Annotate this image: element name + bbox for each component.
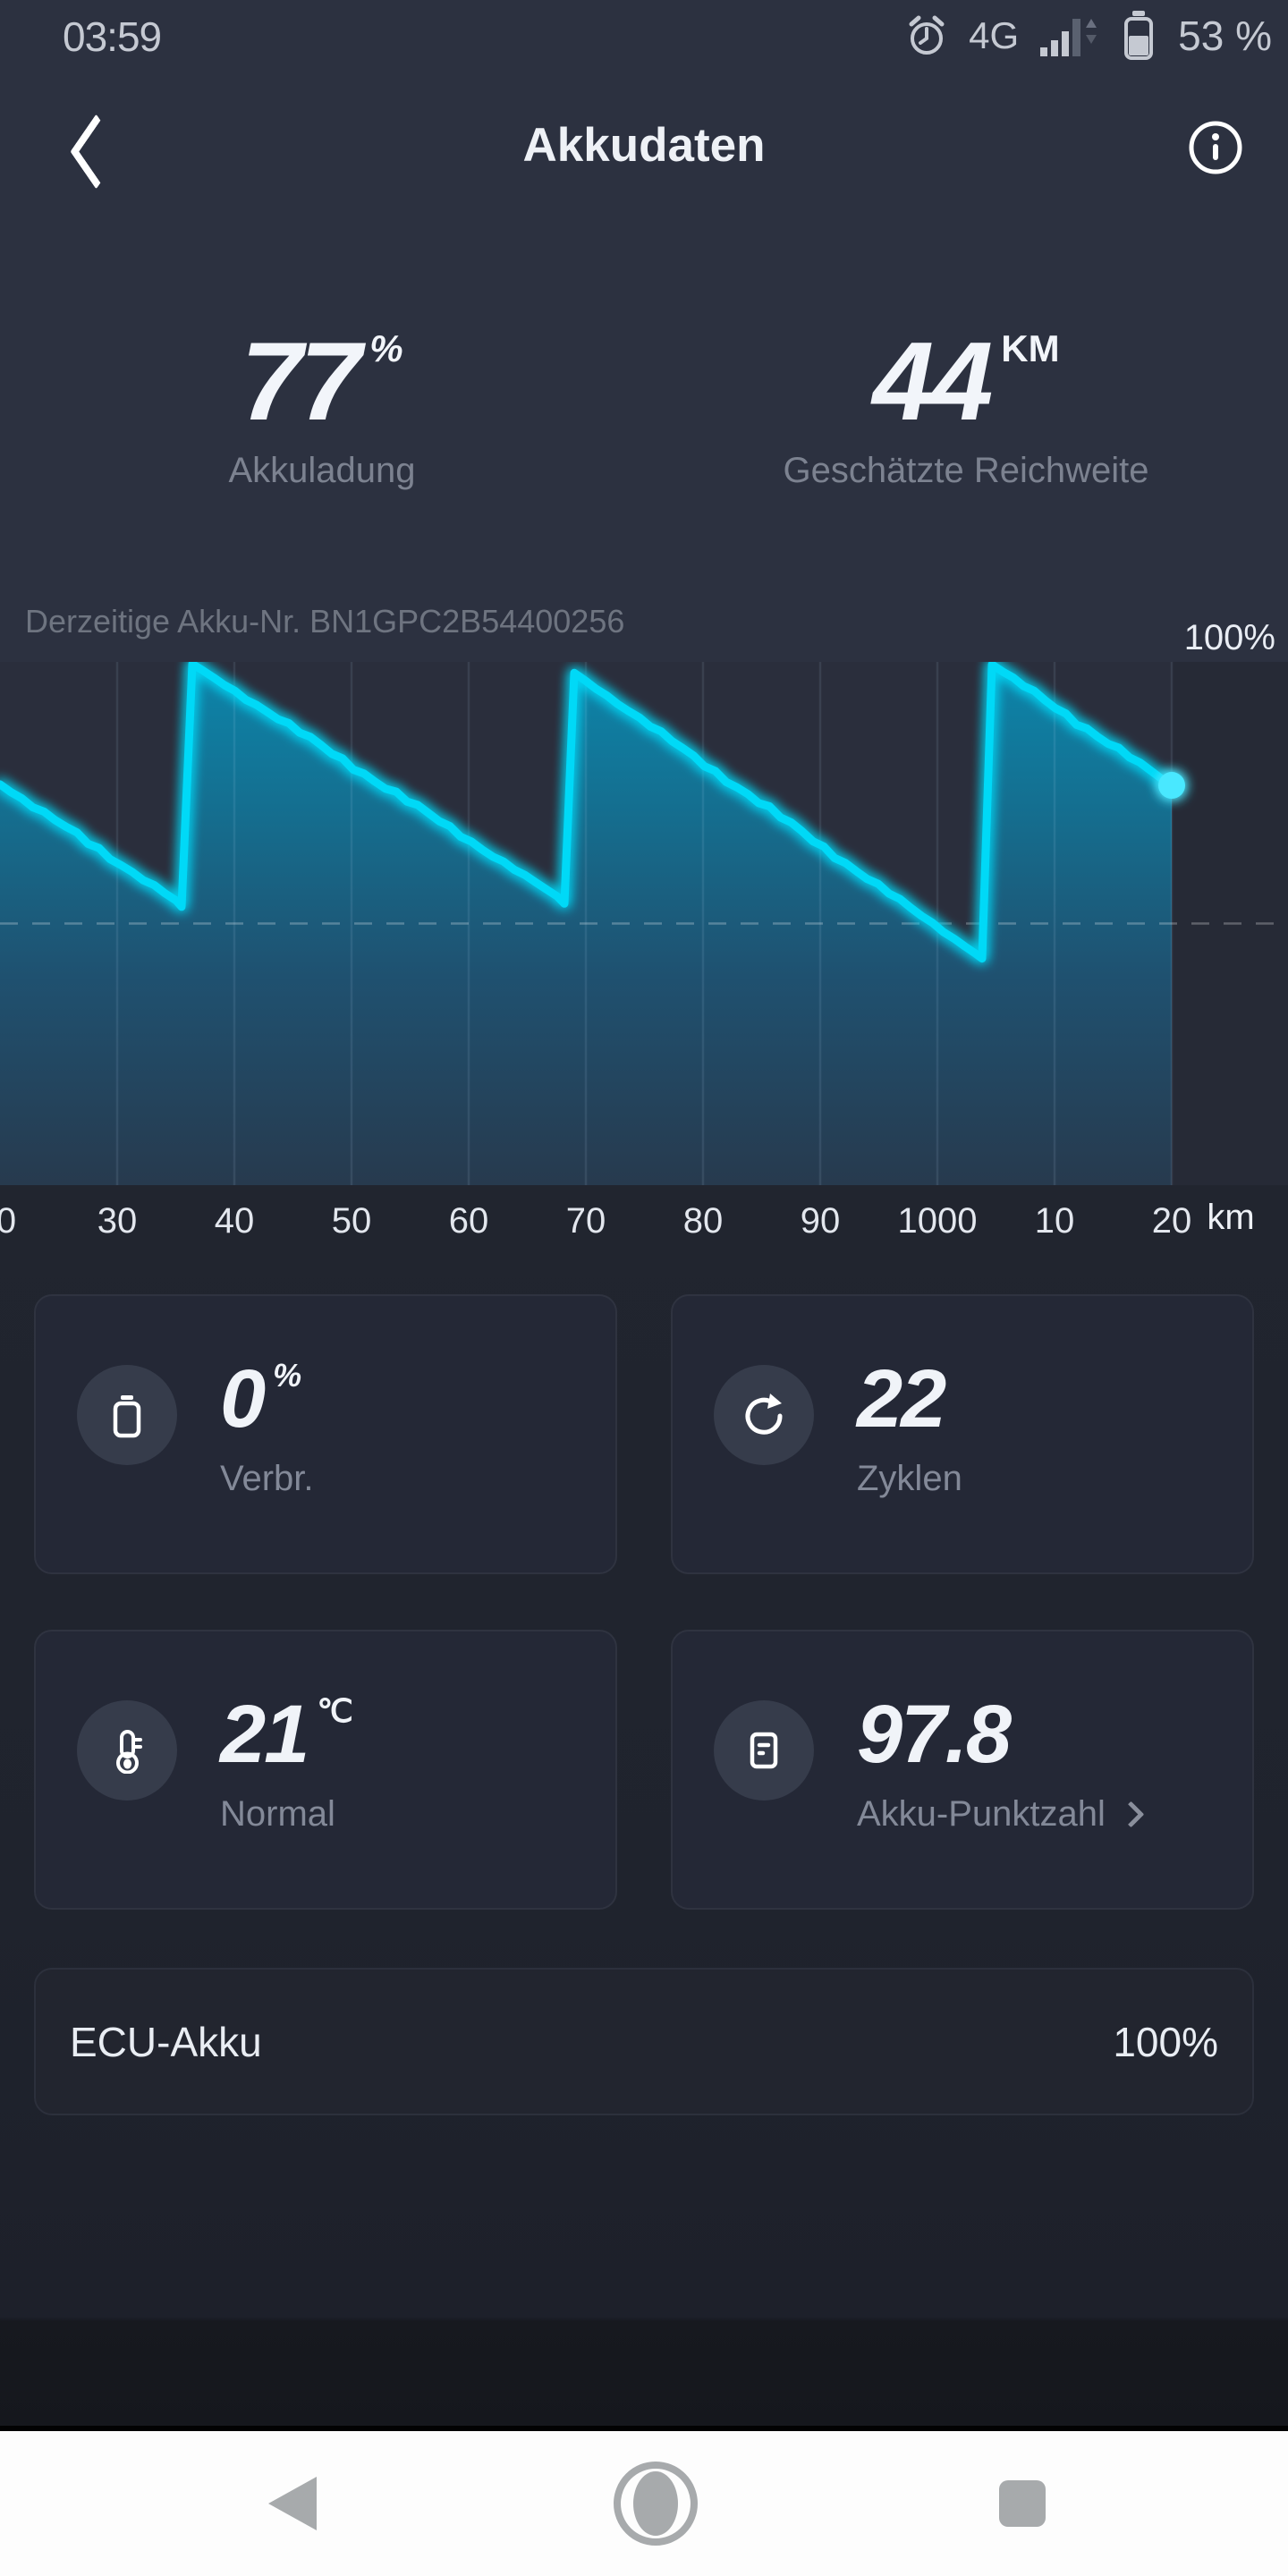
- percent-unit: %: [273, 1357, 302, 1394]
- x-axis-tick: 40: [215, 1201, 255, 1241]
- ecu-battery-label: ECU-Akku: [70, 2018, 262, 2065]
- consumption-value: 0 %: [220, 1353, 302, 1445]
- nav-recents-icon: [999, 2480, 1046, 2527]
- battery-charge-stat: 77 % Akkuladung: [0, 315, 644, 491]
- chevron-right-icon: [1117, 1801, 1145, 1828]
- status-bar: 03:59 4G 53 %: [0, 0, 1288, 72]
- clock-time: 03:59: [63, 13, 162, 60]
- stat-cards: 0 % Verbr. 22 Zyklen: [34, 1294, 1254, 1910]
- nav-recents-button[interactable]: [969, 2431, 1076, 2576]
- chevron-left-icon: [70, 113, 122, 190]
- ecu-battery-row: ECU-Akku 100%: [34, 1968, 1254, 2115]
- consumption-label: Verbr.: [220, 1459, 314, 1498]
- percent-unit: %: [369, 327, 403, 369]
- ecu-battery-value: 100%: [1113, 2018, 1218, 2065]
- nav-divider: [0, 2426, 1288, 2431]
- battery-status-icon: [1124, 11, 1154, 60]
- summary-stats: 77 % Akkuladung 44 KM Geschätzte Reichwe…: [0, 315, 1288, 491]
- nav-home-button[interactable]: [602, 2431, 709, 2576]
- x-axis-tick: 50: [332, 1201, 372, 1241]
- battery-score-card[interactable]: 97.8 Akku-Punktzahl: [671, 1630, 1254, 1910]
- battery-percent-area-chart: 0 30 40 50 60 70 80 90 1000 10 20 km: [0, 662, 1288, 1241]
- x-axis-tick: 0: [0, 1201, 16, 1241]
- x-axis-tick: 20: [1152, 1201, 1192, 1241]
- x-axis-tick: 60: [449, 1201, 489, 1241]
- battery-percent-label: 53 %: [1178, 13, 1272, 59]
- x-axis-tick: 10: [1035, 1201, 1075, 1241]
- page-title: Akkudaten: [522, 118, 766, 172]
- signal-icon: [1040, 19, 1097, 56]
- consumption-card: 0 % Verbr.: [34, 1294, 617, 1574]
- nav-back-icon: [268, 2477, 317, 2530]
- android-nav-bar: [0, 2431, 1288, 2576]
- estimated-range-value: 44 KM: [872, 320, 1060, 444]
- estimated-range-label: Geschätzte Reichweite: [783, 451, 1149, 490]
- status-icons: 4G 53 %: [906, 11, 1272, 61]
- battery-score-value: 97.8: [857, 1689, 1012, 1780]
- battery-icon: [77, 1365, 177, 1465]
- estimated-range-stat: 44 KM Geschätzte Reichweite: [644, 315, 1288, 491]
- header: Akkudaten: [0, 100, 1288, 190]
- battery-charge-label: Akkuladung: [228, 451, 416, 490]
- temperature-value: 21 ℃: [220, 1689, 353, 1780]
- back-button[interactable]: [64, 113, 127, 190]
- battery-history-chart: Derzeitige Akku-Nr. BN1GPC2B54400256 100…: [0, 590, 1288, 1261]
- nav-home-icon: [614, 2462, 698, 2546]
- battery-serial-label: Derzeitige Akku-Nr. BN1GPC2B54400256: [25, 603, 625, 640]
- alarm-icon: [909, 15, 945, 55]
- x-axis-tick: 1000: [898, 1201, 978, 1241]
- network-type-label: 4G: [969, 14, 1020, 56]
- x-axis-unit: km: [1207, 1198, 1254, 1237]
- temperature-label: Normal: [220, 1794, 335, 1834]
- info-button[interactable]: [1184, 116, 1247, 179]
- nav-back-button[interactable]: [239, 2431, 346, 2576]
- top-background: [0, 0, 1288, 662]
- x-axis-tick: 30: [97, 1201, 138, 1241]
- info-icon: [1189, 121, 1242, 174]
- y-axis-tick-100: 100%: [1183, 618, 1275, 657]
- x-axis-tick: 80: [683, 1201, 724, 1241]
- battery-charge-value: 77 %: [241, 320, 403, 444]
- km-unit: KM: [1001, 327, 1060, 369]
- temperature-icon: [77, 1700, 177, 1801]
- score-icon: [714, 1700, 814, 1801]
- cycles-card: 22 Zyklen: [671, 1294, 1254, 1574]
- cycles-icon: [714, 1365, 814, 1465]
- x-axis-tick: 70: [566, 1201, 606, 1241]
- celsius-unit: ℃: [317, 1692, 353, 1729]
- cycles-label: Zyklen: [857, 1459, 962, 1498]
- x-axis-tick: 90: [801, 1201, 841, 1241]
- battery-score-label[interactable]: Akku-Punktzahl: [857, 1794, 1145, 1835]
- cycles-value: 22: [857, 1353, 946, 1445]
- temperature-card: 21 ℃ Normal: [34, 1630, 617, 1910]
